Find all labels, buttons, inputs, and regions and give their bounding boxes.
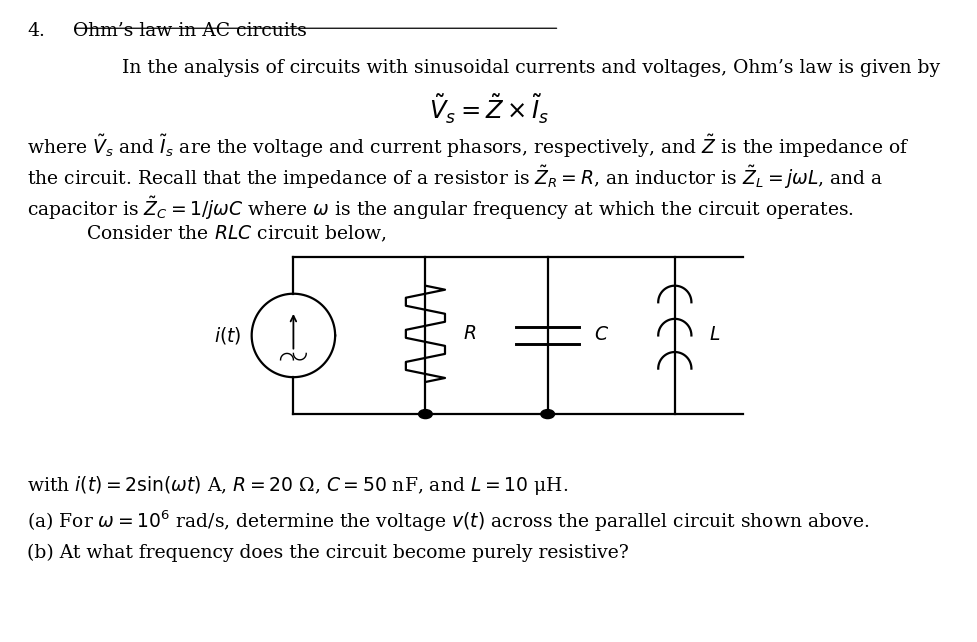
Text: where $\tilde{V}_s$ and $\tilde{I}_s$ are the voltage and current phasors, respe: where $\tilde{V}_s$ and $\tilde{I}_s$ ar…: [27, 133, 910, 160]
Text: In the analysis of circuits with sinusoidal currents and voltages, Ohm’s law is : In the analysis of circuits with sinusoi…: [122, 59, 940, 77]
Text: with $i(t) = 2\sin(\omega t)$ A, $R = 20$ Ω, $C = 50$ nF, and $L = 10$ μH.: with $i(t) = 2\sin(\omega t)$ A, $R = 20…: [27, 474, 568, 497]
Text: $\tilde{V}_s = \tilde{Z} \times \tilde{I}_s$: $\tilde{V}_s = \tilde{Z} \times \tilde{I…: [428, 93, 549, 126]
Text: $L$: $L$: [708, 326, 720, 345]
Text: $C$: $C$: [593, 326, 608, 345]
Text: Ohm’s law in AC circuits: Ohm’s law in AC circuits: [73, 22, 307, 40]
Text: $i(t)$: $i(t)$: [214, 325, 241, 346]
Text: Consider the $RLC$ circuit below,: Consider the $RLC$ circuit below,: [86, 223, 386, 244]
Text: the circuit. Recall that the impedance of a resistor is $\tilde{Z}_R = R$, an in: the circuit. Recall that the impedance o…: [27, 164, 883, 191]
Text: 4.: 4.: [27, 22, 45, 40]
Text: $R$: $R$: [462, 325, 476, 343]
Text: (b) At what frequency does the circuit become purely resistive?: (b) At what frequency does the circuit b…: [27, 544, 628, 562]
Circle shape: [540, 410, 554, 419]
Circle shape: [418, 410, 432, 419]
Text: capacitor is $\tilde{Z}_C = 1/j\omega C$ where $\omega$ is the angular frequency: capacitor is $\tilde{Z}_C = 1/j\omega C$…: [27, 195, 854, 221]
Text: (a) For $\omega = 10^6$ rad/s, determine the voltage $v(t)$ across the parallel : (a) For $\omega = 10^6$ rad/s, determine…: [27, 508, 870, 534]
